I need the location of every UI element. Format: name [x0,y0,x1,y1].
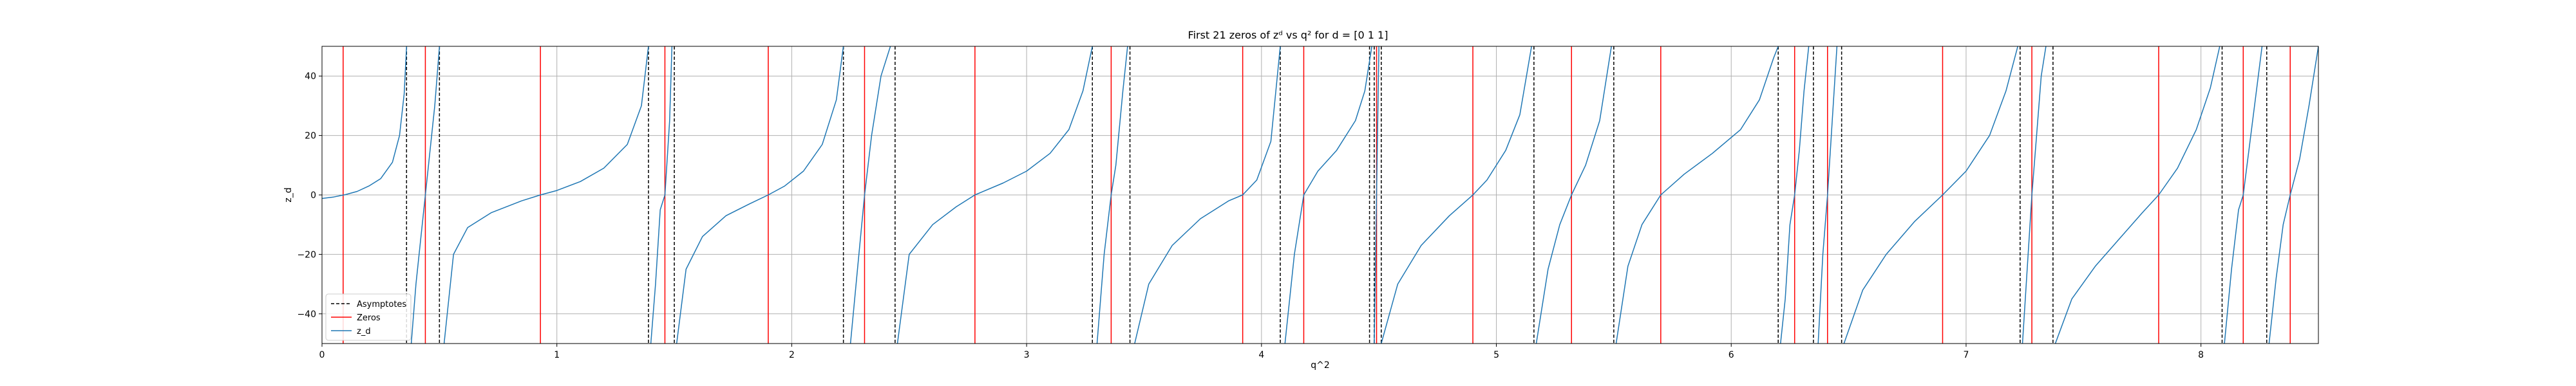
zd-curve-branch-5 [849,46,891,344]
x-tick-label-2: 2 [789,350,795,360]
grid [321,46,2318,344]
zd-curve-branch-17 [2022,46,2047,344]
zd-curve-branch-9 [1284,46,1372,344]
x-tick-label-7: 7 [1963,350,1969,360]
x-tick-label-0: 0 [319,350,325,360]
x-tick-label-3: 3 [1024,350,1030,360]
x-tick-label-4: 4 [1258,350,1264,360]
legend-label-0: Asymptotes [357,300,406,309]
y-tick-label-4: 40 [305,71,316,82]
legend-box [325,293,412,341]
x-tick-label-6: 6 [1728,350,1734,360]
zd-curve-branch-19 [2224,46,2263,344]
y-tick-label-2: 0 [310,190,316,201]
legend-label-2: z_d [357,327,371,336]
zd-curve-branch-15 [1817,46,1838,344]
zd-curve-branch-0 [322,46,408,199]
y-tick-label-3: 20 [305,131,316,142]
legend-label-1: Zeros [357,313,381,323]
x-tick-label-5: 5 [1493,350,1499,360]
zd-curve-branch-18 [2054,46,2221,344]
x-tick-label-1: 1 [554,350,560,360]
zd-curve-branch-12 [1535,46,1612,344]
zd-curve-branch-10 [1374,46,1379,344]
zd-curve-branch-13 [1615,46,1779,344]
zd-curve-branch-14 [1780,46,1810,344]
zd-curve-branch-2 [443,46,649,344]
zd-curve-branch-16 [1843,46,2018,344]
x-axis-ticks: 0 1 2 3 4 5 6 7 8 [319,344,2204,360]
zd-curve [322,46,2318,344]
zd-curve-branch-8 [1134,46,1281,344]
zd-curve-branch-7 [1096,46,1128,344]
zd-curve-branch-20 [2268,46,2318,344]
zd-curve-branch-3 [650,46,673,344]
zd-curve-branch-4 [676,46,844,344]
legend: Asymptotes Zeros z_d [325,293,412,341]
y-axis-ticks: −40 −20 0 20 40 [297,71,322,320]
x-axis-label: q^2 [1311,360,1330,371]
y-tick-label-1: −20 [297,250,316,260]
chart-title: First 21 zeros of zᵈ vs q² for d = [0 1 … [1188,29,1388,41]
zd-curve-branch-1 [410,46,440,344]
zd-curve-branch-11 [1381,46,1532,344]
y-tick-label-0: −40 [297,309,316,320]
zd-curve-branch-6 [896,46,1093,344]
y-axis-label: z_d [283,187,294,202]
x-tick-label-8: 8 [2198,350,2204,360]
